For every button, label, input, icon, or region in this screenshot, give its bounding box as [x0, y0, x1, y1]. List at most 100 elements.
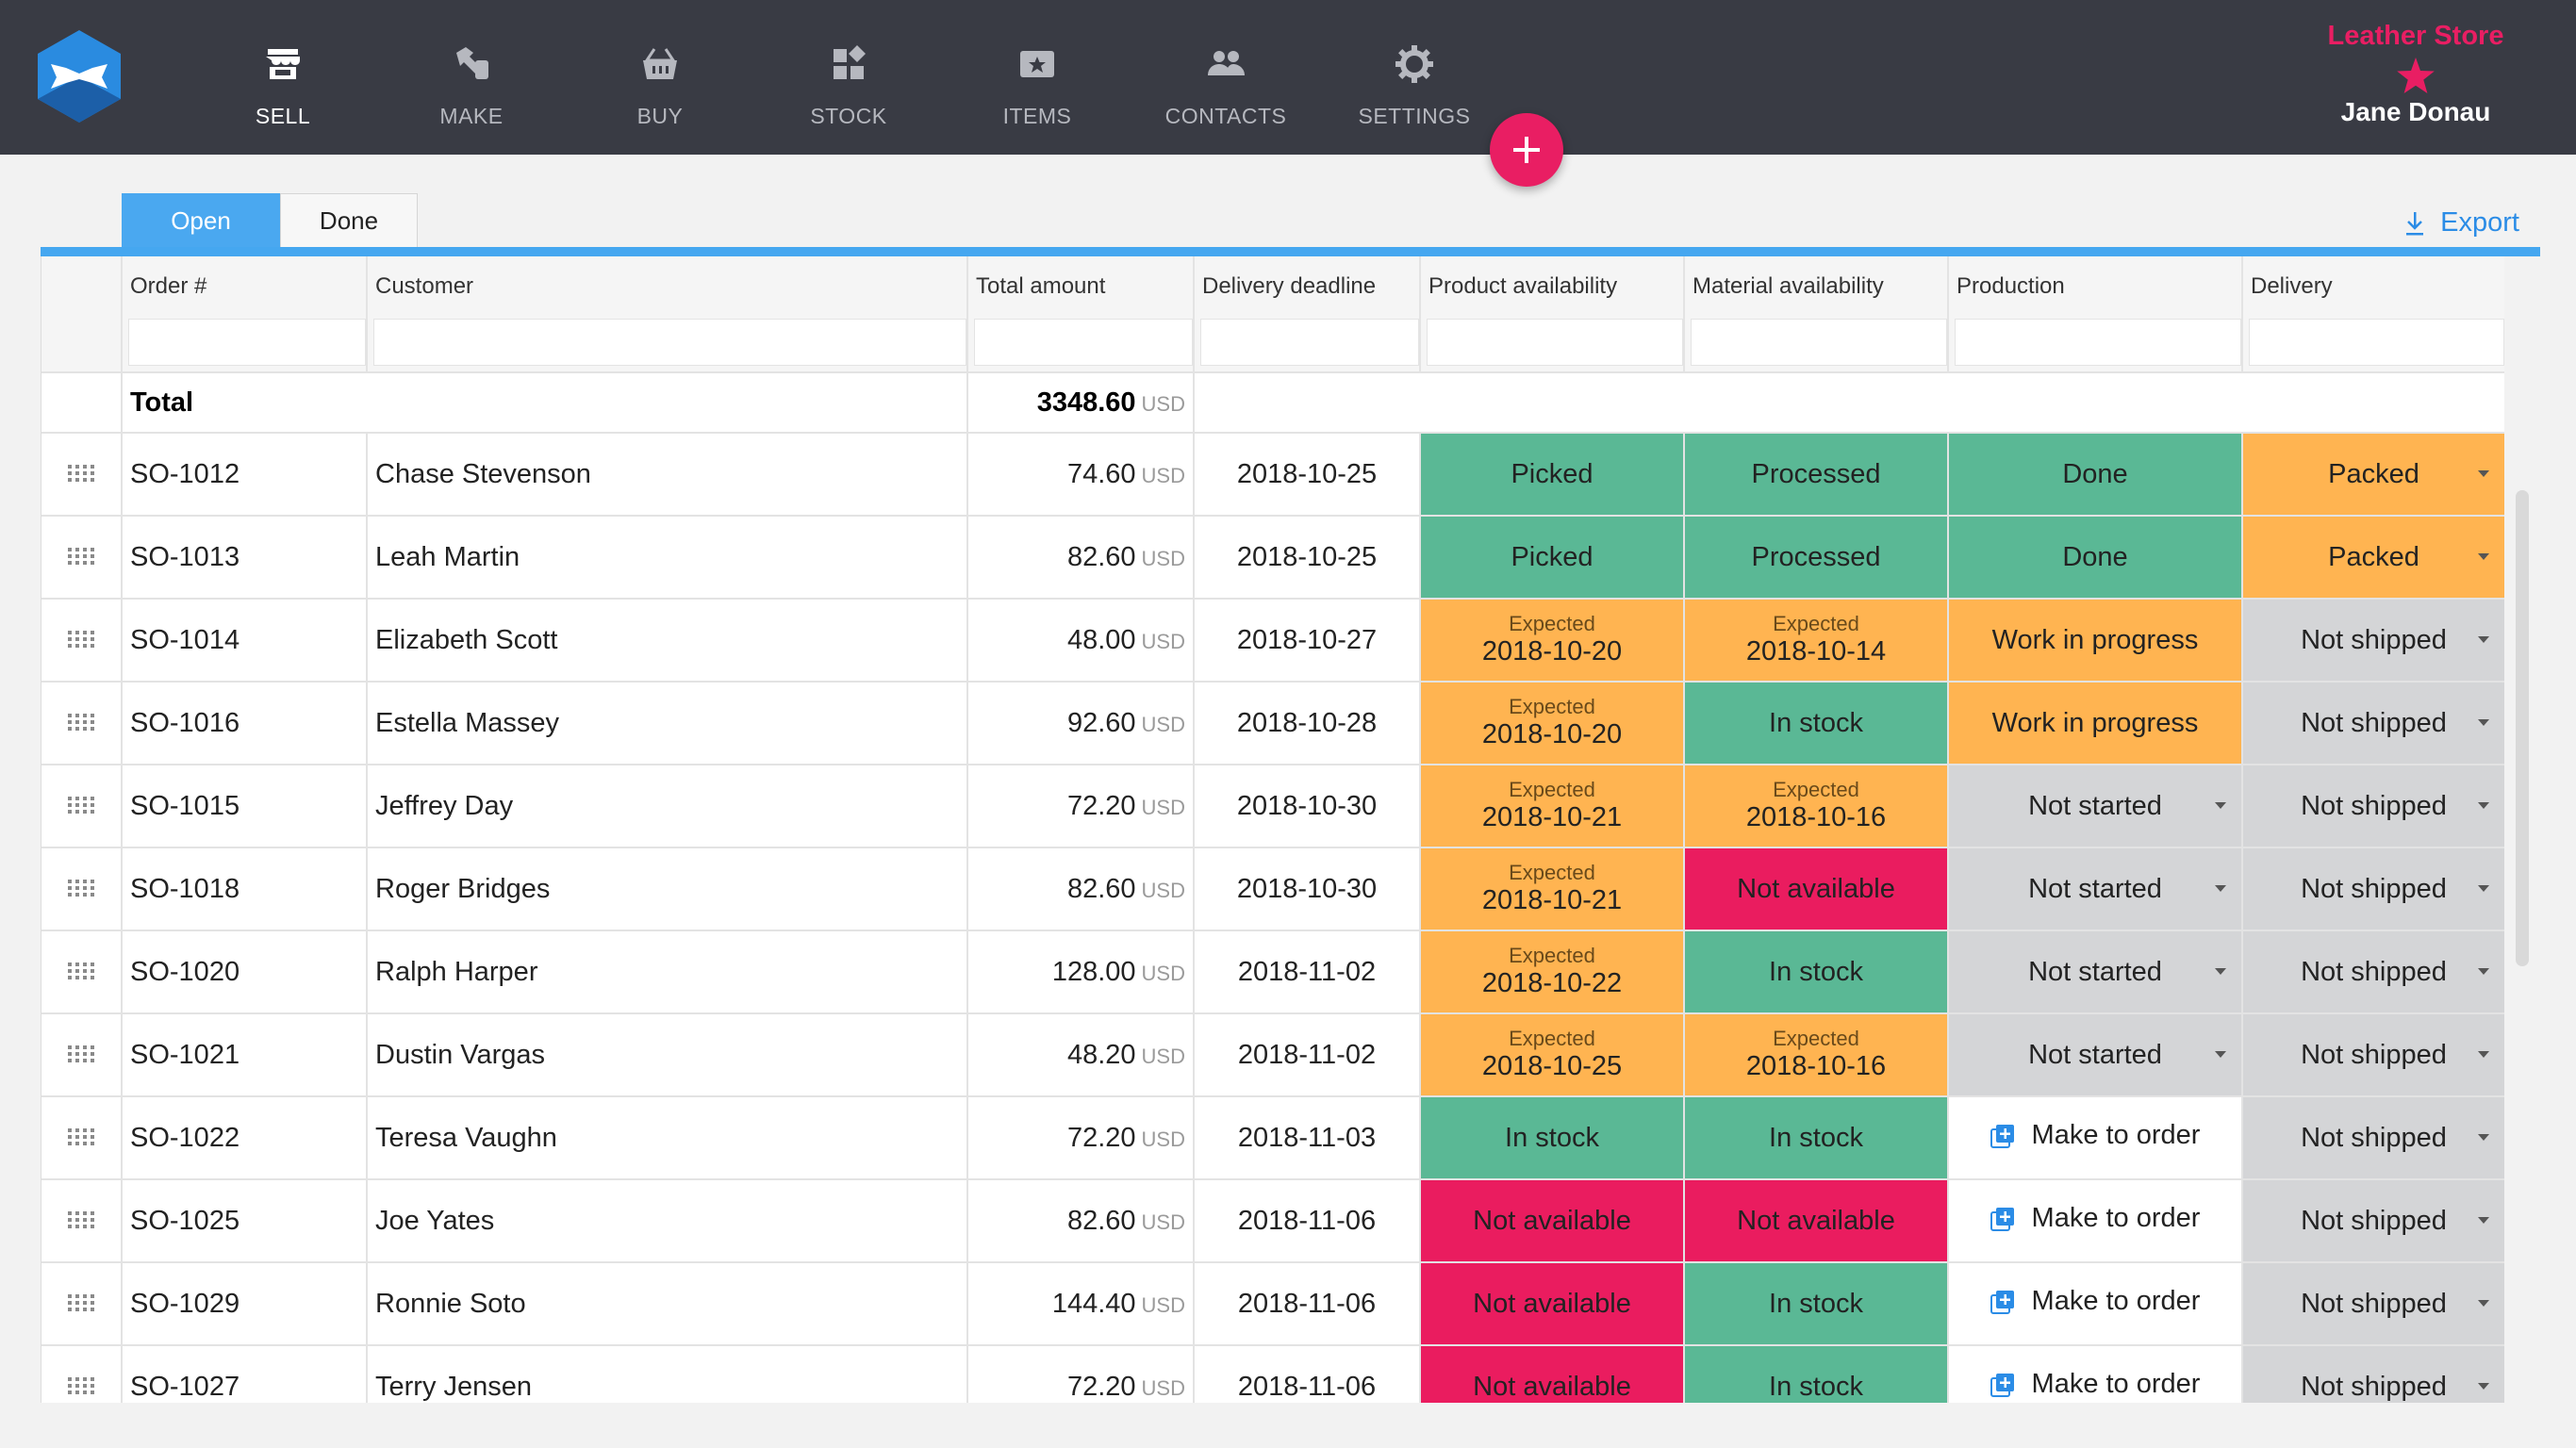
column-filter-input[interactable]	[1427, 319, 1683, 366]
order-number[interactable]: SO-1029	[122, 1262, 368, 1346]
production-cell[interactable]: Work in progress	[1948, 682, 2243, 765]
row-handle[interactable]	[41, 682, 123, 765]
order-number[interactable]: SO-1021	[122, 1013, 368, 1097]
table-row[interactable]: SO-1012 Chase Stevenson 74.60 USD 2018-10-25…	[41, 433, 2504, 517]
app-logo-icon[interactable]	[38, 30, 121, 123]
nav-sell[interactable]: SELL	[189, 0, 377, 155]
row-handle[interactable]	[41, 1262, 123, 1346]
product-availability-cell[interactable]: Expected 2018-10-25	[1420, 1013, 1685, 1097]
table-row[interactable]: SO-1013 Leah Martin 82.60 USD 2018-10-25 Pick…	[41, 516, 2504, 600]
table-row[interactable]: SO-1025 Joe Yates 82.60 USD 2018-11-06 Not av…	[41, 1179, 2504, 1263]
order-number[interactable]: SO-1025	[122, 1179, 368, 1263]
material-availability-cell[interactable]: Not available	[1684, 847, 1949, 931]
production-cell[interactable]: Make to order	[1948, 1096, 2243, 1180]
product-availability-cell[interactable]: Not available	[1420, 1262, 1685, 1346]
customer-name[interactable]: Terry Jensen	[367, 1345, 968, 1403]
product-availability-cell[interactable]: Picked	[1420, 516, 1685, 600]
account-block[interactable]: Leather Store Jane Donau	[2312, 21, 2519, 127]
column-header[interactable]: Production	[1948, 256, 2243, 373]
table-row[interactable]: SO-1014 Elizabeth Scott 48.00 USD 2018-10-27…	[41, 599, 2504, 683]
delivery-cell[interactable]: Packed	[2242, 516, 2504, 600]
material-availability-cell[interactable]: Processed	[1684, 433, 1949, 517]
nav-buy[interactable]: BUY	[566, 0, 754, 155]
customer-name[interactable]: Jeffrey Day	[367, 765, 968, 848]
production-cell[interactable]: Not started	[1948, 847, 2243, 931]
column-header[interactable]: Material availability	[1684, 256, 1949, 373]
material-availability-cell[interactable]: Expected 2018-10-14	[1684, 599, 1949, 683]
order-number[interactable]: SO-1015	[122, 765, 368, 848]
customer-name[interactable]: Estella Massey	[367, 682, 968, 765]
order-number[interactable]: SO-1020	[122, 930, 368, 1014]
delivery-cell[interactable]: Not shipped	[2242, 1179, 2504, 1263]
order-number[interactable]: SO-1016	[122, 682, 368, 765]
row-handle[interactable]	[41, 599, 123, 683]
customer-name[interactable]: Ronnie Soto	[367, 1262, 968, 1346]
product-availability-cell[interactable]: Expected 2018-10-20	[1420, 599, 1685, 683]
production-cell[interactable]: Not started	[1948, 765, 2243, 848]
row-handle[interactable]	[41, 516, 123, 600]
production-cell[interactable]: Make to order	[1948, 1262, 2243, 1346]
row-handle[interactable]	[41, 1013, 123, 1097]
order-number[interactable]: SO-1018	[122, 847, 368, 931]
order-number[interactable]: SO-1013	[122, 516, 368, 600]
row-handle[interactable]	[41, 930, 123, 1014]
delivery-cell[interactable]: Not shipped	[2242, 1262, 2504, 1346]
delivery-cell[interactable]: Not shipped	[2242, 682, 2504, 765]
production-cell[interactable]: Not started	[1948, 1013, 2243, 1097]
delivery-cell[interactable]: Not shipped	[2242, 1013, 2504, 1097]
product-availability-cell[interactable]: Picked	[1420, 433, 1685, 517]
product-availability-cell[interactable]: Expected 2018-10-20	[1420, 682, 1685, 765]
column-filter-input[interactable]	[1200, 319, 1419, 366]
column-filter-input[interactable]	[373, 319, 966, 366]
row-handle[interactable]	[41, 433, 123, 517]
export-button[interactable]: Export	[2404, 207, 2519, 239]
column-filter-input[interactable]	[128, 319, 366, 366]
material-availability-cell[interactable]: In stock	[1684, 682, 1949, 765]
material-availability-cell[interactable]: In stock	[1684, 1096, 1949, 1180]
customer-name[interactable]: Chase Stevenson	[367, 433, 968, 517]
production-cell[interactable]: Not started	[1948, 930, 2243, 1014]
row-handle[interactable]	[41, 847, 123, 931]
production-cell[interactable]: Make to order	[1948, 1179, 2243, 1263]
table-row[interactable]: SO-1020 Ralph Harper 128.00 USD 2018-11-02 Ex…	[41, 930, 2504, 1014]
column-header[interactable]: Order #	[122, 256, 368, 373]
product-availability-cell[interactable]: Not available	[1420, 1345, 1685, 1403]
table-row[interactable]: SO-1027 Terry Jensen 72.20 USD 2018-11-06 Not…	[41, 1345, 2504, 1403]
nav-stock[interactable]: STOCK	[754, 0, 943, 155]
delivery-cell[interactable]: Not shipped	[2242, 847, 2504, 931]
table-row[interactable]: SO-1016 Estella Massey 92.60 USD 2018-10-28 E…	[41, 682, 2504, 765]
product-availability-cell[interactable]: Not available	[1420, 1179, 1685, 1263]
nav-items[interactable]: ITEMS	[943, 0, 1131, 155]
production-cell[interactable]: Make to order	[1948, 1345, 2243, 1403]
table-row[interactable]: SO-1022 Teresa Vaughn 72.20 USD 2018-11-03 In…	[41, 1096, 2504, 1180]
customer-name[interactable]: Roger Bridges	[367, 847, 968, 931]
production-cell[interactable]: Done	[1948, 516, 2243, 600]
delivery-cell[interactable]: Not shipped	[2242, 1345, 2504, 1403]
product-availability-cell[interactable]: In stock	[1420, 1096, 1685, 1180]
table-row[interactable]: SO-1015 Jeffrey Day 72.20 USD 2018-10-30 Expe…	[41, 765, 2504, 848]
column-header[interactable]: Total amount	[967, 256, 1195, 373]
order-number[interactable]: SO-1012	[122, 433, 368, 517]
column-header[interactable]: Customer	[367, 256, 968, 373]
column-filter-input[interactable]	[974, 319, 1193, 366]
product-availability-cell[interactable]: Expected 2018-10-22	[1420, 930, 1685, 1014]
production-cell[interactable]: Work in progress	[1948, 599, 2243, 683]
delivery-cell[interactable]: Not shipped	[2242, 930, 2504, 1014]
customer-name[interactable]: Joe Yates	[367, 1179, 968, 1263]
column-filter-input[interactable]	[1691, 319, 1947, 366]
product-availability-cell[interactable]: Expected 2018-10-21	[1420, 847, 1685, 931]
material-availability-cell[interactable]: In stock	[1684, 1262, 1949, 1346]
nav-make[interactable]: MAKE	[377, 0, 566, 155]
delivery-cell[interactable]: Not shipped	[2242, 1096, 2504, 1180]
column-header[interactable]: Delivery	[2242, 256, 2504, 373]
row-handle[interactable]	[41, 765, 123, 848]
customer-name[interactable]: Dustin Vargas	[367, 1013, 968, 1097]
order-number[interactable]: SO-1014	[122, 599, 368, 683]
row-handle[interactable]	[41, 1179, 123, 1263]
order-number[interactable]: SO-1022	[122, 1096, 368, 1180]
table-row[interactable]: SO-1029 Ronnie Soto 144.40 USD 2018-11-06 Not…	[41, 1262, 2504, 1346]
order-number[interactable]: SO-1027	[122, 1345, 368, 1403]
row-handle[interactable]	[41, 1096, 123, 1180]
customer-name[interactable]: Teresa Vaughn	[367, 1096, 968, 1180]
column-filter-input[interactable]	[1955, 319, 2241, 366]
